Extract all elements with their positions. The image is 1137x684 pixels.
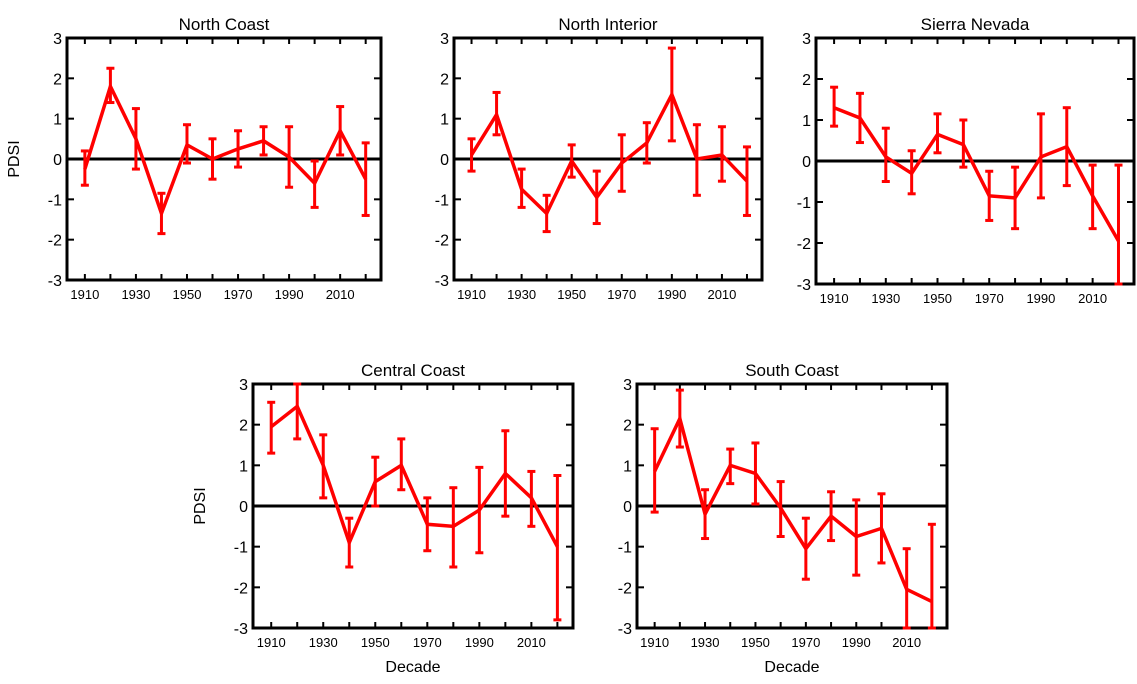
x-tick-label: 1990 [465, 635, 494, 650]
y-tick-label: 3 [239, 377, 248, 394]
panel-north-coast: -3 -2 -1 0 1 2 3 1910 1930 1950 1970 1990 2010 North … [6, 15, 383, 302]
x-tick-label: 1910 [457, 287, 486, 302]
y-tick-label: 0 [802, 154, 811, 171]
x-tick-label: 1970 [791, 635, 820, 650]
x-tick-label: 1970 [224, 287, 253, 302]
y-tick-label: 1 [623, 458, 632, 475]
y-tick-label: 0 [623, 499, 632, 516]
y-tick-label: -2 [435, 233, 449, 250]
x-tick-label: 1950 [173, 287, 202, 302]
y-tick-label: 0 [53, 152, 62, 169]
x-tick-label: 1910 [257, 635, 286, 650]
y-axis-label: PDSI [192, 487, 209, 524]
y-tick-label: -2 [618, 580, 632, 597]
y-tick-label: 1 [802, 113, 811, 130]
y-tick-label: 2 [623, 418, 632, 435]
y-tick-label: 1 [239, 458, 248, 475]
x-tick-label: 1990 [842, 635, 871, 650]
panel-title: North Interior [558, 15, 658, 34]
y-tick-label: 0 [239, 499, 248, 516]
y-tick-label: -3 [48, 273, 62, 290]
x-tick-label: 1970 [607, 287, 636, 302]
panel-title: Central Coast [361, 361, 465, 380]
x-tick-label: 2010 [326, 287, 355, 302]
y-tick-label: 3 [802, 31, 811, 48]
y-tick-label: -3 [618, 621, 632, 638]
x-tick-label: 1910 [70, 287, 99, 302]
series-line [270, 403, 559, 548]
panel-south-coast: -3 -2 -1 0 1 2 3 1910 1930 1950 1970 1990 2010 South … [618, 361, 949, 676]
y-tick-label: -2 [234, 580, 248, 597]
series-line [653, 413, 933, 604]
y-tick-label: -3 [797, 277, 811, 294]
y-tick-label: 2 [239, 418, 248, 435]
y-tick-label: 2 [802, 72, 811, 89]
y-tick-label: -1 [618, 540, 632, 557]
x-tick-label: 1950 [923, 291, 952, 306]
x-tick-label: 1950 [741, 635, 770, 650]
y-tick-label: -2 [797, 236, 811, 253]
y-tick-label: 1 [440, 112, 449, 129]
y-tick-label: 3 [440, 31, 449, 48]
y-tick-label: 3 [53, 31, 62, 48]
panel-title: South Coast [745, 361, 839, 380]
y-tick-label: 0 [440, 152, 449, 169]
y-tick-label: -1 [48, 192, 62, 209]
x-tick-label: 1930 [309, 635, 338, 650]
panel-central-coast: -3 -2 -1 0 1 2 3 1910 1930 1950 1970 1990 2010 Centra… [192, 361, 575, 676]
x-tick-label: 1910 [640, 635, 669, 650]
series-line [83, 81, 368, 219]
y-tick-label: -3 [234, 621, 248, 638]
x-tick-label: 1970 [975, 291, 1004, 306]
x-tick-label: 1910 [820, 291, 849, 306]
y-tick-label: 1 [53, 112, 62, 129]
x-tick-label: 1930 [507, 287, 536, 302]
x-tick-label: 1990 [1026, 291, 1055, 306]
series-line [470, 90, 749, 217]
panel-title: North Coast [179, 15, 270, 34]
y-tick-label: -1 [435, 192, 449, 209]
x-axis-label: Decade [764, 659, 819, 676]
x-tick-label: 1950 [557, 287, 586, 302]
panel-title: Sierra Nevada [921, 15, 1030, 34]
x-tick-label: 2010 [892, 635, 921, 650]
panel-north-interior: -3 -2 -1 0 1 2 3 1910 1930 1950 1970 1990 2010 North … [435, 15, 764, 302]
y-tick-label: -2 [48, 233, 62, 250]
x-tick-label: 2010 [707, 287, 736, 302]
x-tick-label: 1930 [871, 291, 900, 306]
y-tick-label: -3 [435, 273, 449, 290]
x-tick-label: 1970 [413, 635, 442, 650]
x-tick-label: 1930 [121, 287, 150, 302]
y-axis-label: PDSI [6, 140, 23, 177]
y-tick-label: 2 [440, 71, 449, 88]
x-tick-label: 2010 [1078, 291, 1107, 306]
y-tick-label: 2 [53, 71, 62, 88]
x-axis-label: Decade [385, 659, 440, 676]
x-tick-label: 1930 [691, 635, 720, 650]
x-tick-label: 1990 [657, 287, 686, 302]
y-tick-label: 3 [623, 377, 632, 394]
panel-sierra-nevada: -3 -2 -1 0 1 2 3 1910 1930 1950 1970 1990 2010 Sierra… [797, 15, 1136, 306]
series-line [833, 106, 1121, 242]
y-tick-label: -1 [797, 195, 811, 212]
x-tick-label: 2010 [517, 635, 546, 650]
x-tick-label: 1990 [275, 287, 304, 302]
y-tick-label: -1 [234, 540, 248, 557]
x-tick-label: 1950 [361, 635, 390, 650]
